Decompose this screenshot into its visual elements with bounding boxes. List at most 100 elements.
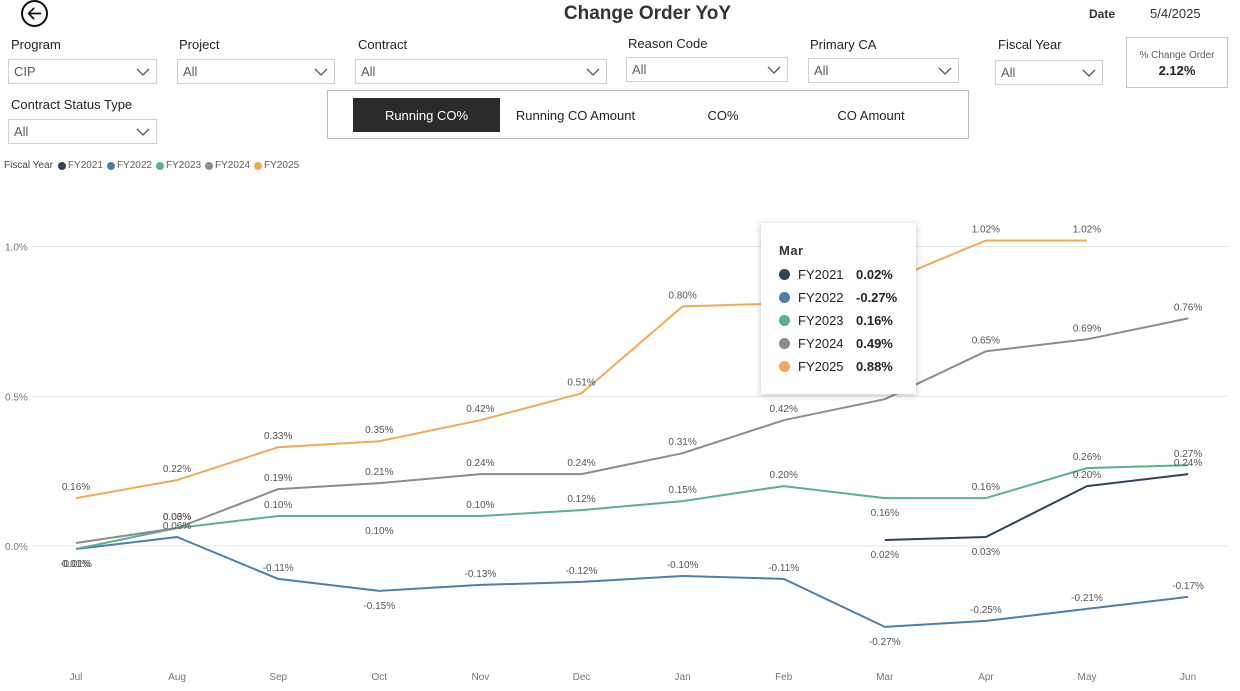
- reason-code-filter-value: All: [632, 62, 647, 77]
- tooltip-series-value: -0.27%: [856, 289, 898, 305]
- tooltip-row: FY2024 0.49%: [779, 335, 893, 351]
- program-filter-label: Program: [11, 37, 61, 52]
- x-tick-label: Dec: [573, 672, 591, 683]
- data-label: -0.27%: [869, 637, 901, 648]
- contract-filter-dropdown[interactable]: All: [355, 59, 607, 84]
- tooltip-series-value: 0.49%: [856, 335, 893, 351]
- data-label: -0.10%: [667, 560, 699, 571]
- fiscal-year-filter-dropdown[interactable]: All: [995, 60, 1103, 85]
- series-line-fy2024: [75, 317, 1189, 544]
- project-filter-dropdown[interactable]: All: [177, 59, 335, 84]
- legend-label: FY2021: [67, 160, 103, 171]
- reason-code-filter-dropdown[interactable]: All: [626, 57, 788, 82]
- tooltip-dot: [779, 360, 790, 372]
- tooltip-row: FY2023 0.16%: [779, 312, 893, 328]
- data-label: -0.11%: [768, 563, 799, 574]
- legend-dot: [106, 161, 115, 170]
- data-label: 0.31%: [668, 437, 696, 448]
- data-label: 0.42%: [770, 404, 798, 415]
- data-label: 0.12%: [567, 494, 595, 505]
- data-label: 0.16%: [972, 482, 1000, 493]
- change-order-kpi-card: % Change Order 2.12%: [1126, 37, 1228, 88]
- data-label: 0.20%: [1073, 470, 1101, 481]
- x-tick-label: Apr: [978, 672, 994, 683]
- tooltip-dot: [779, 268, 790, 280]
- data-label: 1.02%: [1073, 225, 1101, 236]
- data-label: 0.06%: [163, 521, 191, 532]
- data-label: 0.35%: [365, 425, 393, 436]
- data-label: -0.12%: [566, 566, 598, 577]
- legend-label: FY2023: [165, 160, 202, 171]
- data-label: 0.20%: [770, 470, 798, 481]
- x-tick-label: Nov: [472, 672, 490, 683]
- tooltip-title: Mar: [779, 243, 804, 258]
- data-label: 1.02%: [972, 225, 1000, 236]
- contract-status-filter-label: Contract Status Type: [11, 97, 133, 112]
- contract-filter-label: Contract: [358, 37, 408, 52]
- series-line-fy2022: [75, 536, 1189, 628]
- contract-filter-value: All: [361, 64, 376, 79]
- legend-item-fy2024[interactable]: FY2024: [205, 160, 250, 171]
- x-tick-label: Aug: [168, 672, 186, 683]
- x-tick-label: Feb: [775, 672, 793, 683]
- data-label: 0.24%: [1174, 458, 1202, 469]
- legend-item-fy2022[interactable]: FY2022: [106, 160, 152, 171]
- chart-legend: Fiscal Year FY2021 FY2022 FY2023 FY2024 …: [4, 160, 303, 171]
- data-label: 0.19%: [264, 473, 292, 484]
- primary-ca-filter-value: All: [814, 63, 829, 78]
- data-label: 0.33%: [264, 431, 292, 442]
- data-label: 0.10%: [365, 526, 393, 537]
- data-label: 0.22%: [163, 464, 191, 475]
- date-value: 5/4/2025: [1150, 6, 1201, 21]
- project-filter-value: All: [183, 64, 198, 79]
- tooltip-series-value: 0.02%: [856, 266, 893, 282]
- legend-label: FY2024: [215, 160, 251, 171]
- data-label: 0.06%: [163, 512, 191, 523]
- chevron-down-icon: [314, 68, 328, 76]
- series-line-fy2025: [75, 239, 1087, 500]
- legend-dot: [205, 161, 214, 170]
- series-line-fy2023: [75, 464, 1189, 550]
- contract-status-filter-dropdown[interactable]: All: [8, 119, 157, 144]
- data-label: 0.80%: [668, 290, 696, 301]
- tooltip-dot: [779, 314, 790, 326]
- date-label: Date: [1089, 7, 1116, 21]
- tooltip-series-name: FY2021: [798, 266, 844, 282]
- data-label: 0.51%: [567, 377, 595, 388]
- tooltip-series-value: 0.88%: [856, 358, 893, 374]
- data-label: 0.42%: [466, 404, 494, 415]
- legend-dot: [155, 161, 164, 170]
- primary-ca-filter-dropdown[interactable]: All: [808, 58, 959, 83]
- x-tick-label: Mar: [876, 672, 894, 683]
- legend-label: FY2025: [264, 160, 300, 171]
- legend-dot: [57, 161, 66, 170]
- data-label: 0.69%: [1073, 323, 1101, 334]
- chevron-down-icon: [767, 66, 781, 74]
- toggle-running-co-percent[interactable]: Running CO%: [353, 98, 500, 132]
- data-label: -0.11%: [263, 563, 294, 574]
- data-label: -0.01%: [60, 559, 92, 570]
- legend-item-fy2021[interactable]: FY2021: [57, 160, 103, 171]
- data-label: 0.65%: [972, 335, 1000, 346]
- measure-toggle-group: Running CO% Running CO Amount CO% CO Amo…: [327, 90, 969, 139]
- tooltip-series-name: FY2022: [798, 289, 844, 305]
- toggle-co-amount[interactable]: CO Amount: [837, 107, 905, 123]
- x-tick-label: Jun: [1180, 672, 1196, 683]
- legend-dot: [254, 161, 263, 170]
- data-label: -0.17%: [1172, 581, 1204, 592]
- data-label: 0.16%: [871, 508, 899, 519]
- data-label: 0.03%: [163, 512, 191, 523]
- legend-item-fy2025[interactable]: FY2025: [254, 160, 299, 171]
- program-filter-dropdown[interactable]: CIP: [8, 59, 157, 84]
- tooltip-row: FY2021 0.02%: [779, 266, 893, 282]
- data-label: -0.15%: [363, 601, 395, 612]
- toggle-co-percent[interactable]: CO%: [707, 107, 739, 123]
- series-line-fy2021: [884, 473, 1189, 541]
- page-title: Change Order YoY: [563, 3, 732, 24]
- legend-item-fy2023[interactable]: FY2023: [155, 160, 202, 171]
- back-button[interactable]: [21, 0, 48, 27]
- data-label: 0.10%: [466, 500, 494, 511]
- chevron-down-icon: [136, 128, 150, 136]
- chevron-down-icon: [136, 68, 150, 76]
- toggle-running-co-amount[interactable]: Running CO Amount: [515, 107, 636, 123]
